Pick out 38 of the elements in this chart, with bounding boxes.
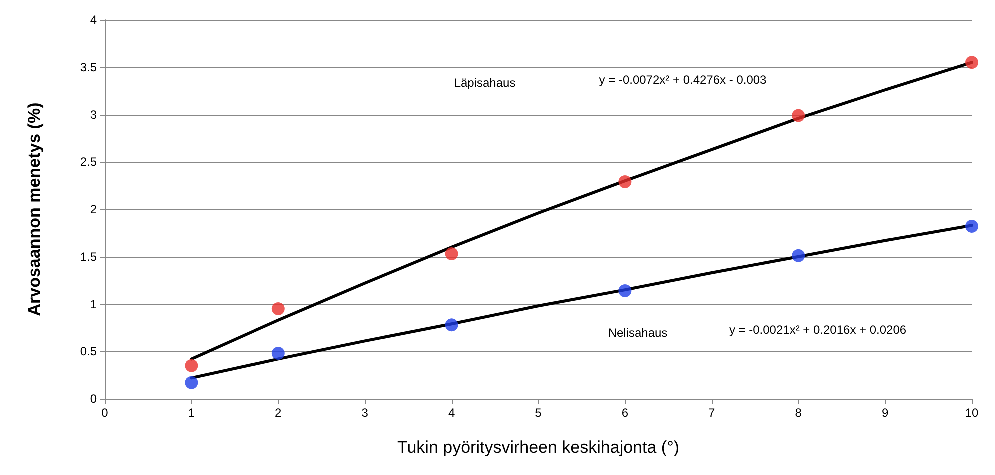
y-axis-title: Arvosaannon menetys (%) (25, 102, 44, 316)
point (445, 318, 458, 332)
y-tick-label: 2.5 (80, 155, 98, 170)
point (445, 248, 458, 261)
x-tick-label: 3 (362, 406, 369, 420)
x-tick-label: 8 (795, 406, 802, 420)
point (618, 284, 632, 298)
x-tick-label: 6 (622, 406, 629, 420)
point (792, 249, 806, 262)
x-tick-label: 1 (188, 406, 196, 420)
y-tick-label: 0.5 (80, 344, 98, 359)
y-tick-label: 3.5 (80, 60, 98, 74)
point (966, 56, 978, 70)
y-tick-label: 1 (90, 297, 98, 312)
annotation: y = -0.0021x² + 0.2016x + 0.0206 (729, 323, 907, 337)
x-tick-label: 10 (965, 406, 979, 420)
point (185, 359, 198, 372)
point (272, 347, 285, 360)
x-tick-label: 5 (535, 406, 542, 420)
point (272, 302, 285, 316)
y-tick-label: 3 (90, 108, 98, 122)
annotation: Läpisahaus (454, 76, 516, 90)
annotation: Nelisahaus (608, 326, 668, 340)
point (966, 220, 978, 234)
x-tick-label: 9 (882, 406, 889, 420)
point (792, 109, 806, 122)
y-tick-label: 4 (90, 13, 98, 27)
x-tick-label: 4 (448, 406, 456, 420)
point (185, 376, 198, 390)
annotation: y = -0.0072x² + 0.4276x - 0.003 (599, 73, 768, 87)
x-tick-label: 2 (275, 406, 282, 420)
x-axis-title: Tukin pyöritysvirheen keskihajonta (°) (397, 438, 680, 457)
y-tick-label: 1.5 (80, 250, 98, 264)
y-tick-label: 2 (90, 202, 98, 216)
point (618, 176, 632, 189)
x-tick-label: 0 (102, 406, 109, 420)
x-tick-label: 7 (708, 406, 716, 420)
y-tick-label: 0 (90, 392, 98, 406)
